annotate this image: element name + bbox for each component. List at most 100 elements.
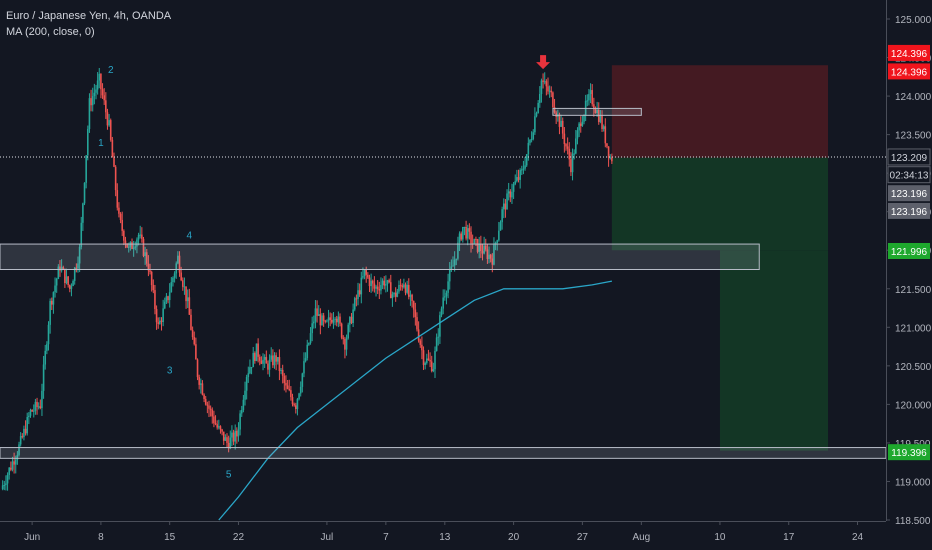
candle-up	[529, 139, 531, 143]
candle-up	[162, 308, 164, 323]
candle-up	[539, 94, 541, 103]
candle-up	[41, 390, 43, 409]
time-tick-label: Aug	[632, 532, 650, 543]
candle-up	[445, 292, 448, 297]
candle-up	[393, 292, 395, 295]
candle-up	[450, 266, 453, 270]
candle-up	[488, 254, 490, 259]
price-label: 121.996	[891, 247, 928, 258]
target-zone-2	[719, 250, 829, 451]
candle-up	[478, 243, 481, 252]
candle-up	[49, 300, 51, 325]
candle-down	[203, 394, 205, 400]
candle-up	[560, 120, 562, 127]
candle-up	[370, 280, 372, 287]
candle-down	[113, 157, 115, 167]
candle-down	[404, 284, 407, 293]
candle-up	[298, 393, 300, 399]
candle-up	[55, 278, 58, 286]
candle-up	[44, 350, 47, 365]
candle-up	[218, 426, 220, 428]
candle-up	[599, 115, 602, 122]
candle-down	[566, 146, 569, 149]
candle-up	[163, 301, 166, 309]
candle-down	[211, 409, 214, 417]
candle-up	[303, 361, 305, 374]
candle-up	[363, 269, 366, 277]
candle-up	[576, 130, 579, 139]
candle-down	[195, 344, 197, 360]
candle-up	[5, 483, 7, 486]
candle-up	[537, 102, 539, 114]
candle-up	[437, 336, 440, 338]
candle-up	[240, 410, 243, 414]
candle-down	[90, 98, 92, 106]
candle-down	[150, 271, 153, 286]
candle-down	[365, 269, 368, 275]
candle-up	[458, 233, 461, 243]
candle-up	[77, 263, 79, 269]
candle-down	[604, 126, 607, 144]
candle-up	[280, 369, 282, 371]
price-label-box	[888, 44, 930, 61]
candle-up	[409, 294, 412, 297]
candle-up	[519, 170, 521, 180]
candle-up	[337, 316, 340, 323]
candle-up	[573, 153, 575, 155]
candle-down	[591, 90, 594, 105]
candle-up	[309, 333, 312, 343]
candle-down	[389, 282, 392, 299]
wave-label: 4	[187, 231, 193, 242]
candle-down	[101, 89, 104, 96]
price-axis-panel	[886, 0, 932, 550]
candle-up	[70, 286, 73, 289]
time-tick-label: Jul	[321, 532, 334, 543]
candle-up	[301, 373, 304, 387]
overlay-layer: 1 2 3 4 5	[0, 55, 887, 481]
candle-up	[362, 276, 364, 278]
candle-up	[589, 90, 592, 95]
price-tick-label: 123.500	[895, 131, 932, 142]
candle-up	[108, 120, 110, 126]
candle-down	[167, 296, 169, 301]
candle-up	[540, 80, 543, 95]
candle-up	[57, 266, 60, 279]
candle-up	[426, 358, 428, 363]
candle-up	[501, 209, 503, 223]
candle-up	[462, 226, 464, 240]
candle-up	[493, 244, 495, 265]
candle-down	[114, 166, 117, 191]
candle-up	[177, 255, 179, 264]
candle-up	[386, 280, 389, 285]
candle-up	[313, 321, 315, 324]
stop-zone	[611, 65, 829, 158]
candle-up	[391, 294, 394, 299]
candle-down	[367, 274, 369, 278]
candle-down	[373, 283, 376, 289]
wave-label: 5	[226, 470, 232, 481]
candle-down	[565, 144, 567, 147]
candle-down	[552, 92, 554, 108]
candle-down	[10, 467, 12, 470]
candle-up	[60, 267, 63, 271]
candle-down	[606, 143, 608, 147]
candle-down	[31, 409, 33, 412]
candle-down	[103, 95, 105, 101]
candle-up	[262, 359, 264, 364]
candle-up	[83, 182, 86, 204]
candle-up	[483, 245, 485, 254]
candle-up	[245, 377, 248, 391]
candle-down	[430, 361, 433, 372]
candle-up	[314, 308, 317, 322]
candle-up	[34, 401, 37, 411]
candle-up	[442, 297, 444, 309]
candle-up	[499, 222, 502, 231]
candle-up	[360, 277, 363, 295]
price-tick-label: 121.000	[895, 323, 932, 334]
candle-down	[68, 284, 71, 289]
candle-down	[178, 255, 181, 273]
candle-up	[19, 436, 22, 445]
zones-layer	[611, 65, 829, 451]
candle-down	[155, 309, 158, 323]
